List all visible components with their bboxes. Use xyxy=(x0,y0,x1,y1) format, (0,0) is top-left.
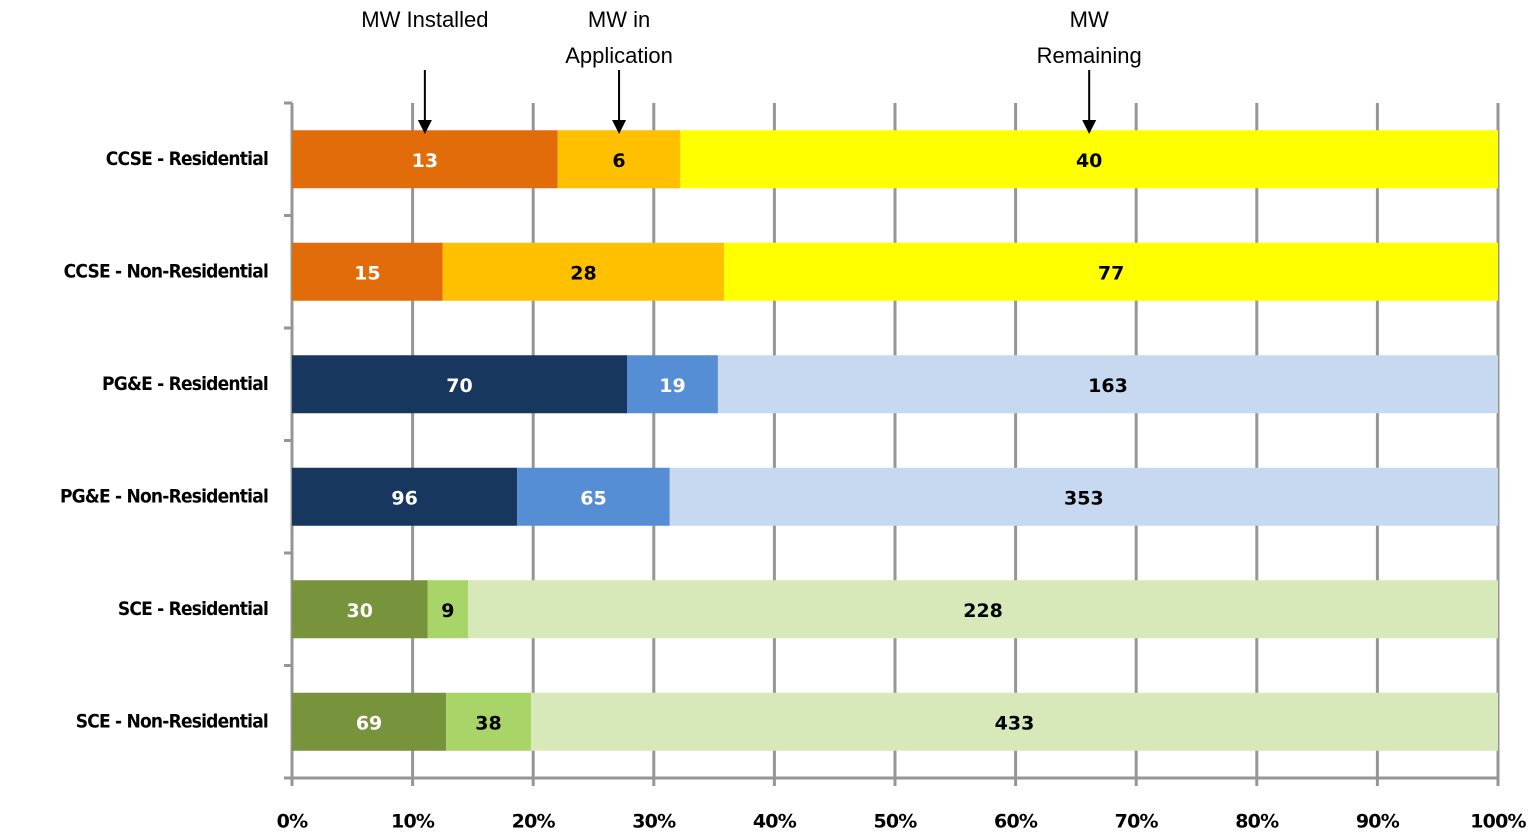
x-tick-label: 90% xyxy=(1356,811,1400,833)
legend-label: MW in Application xyxy=(565,7,673,68)
legend-label: MW Installed xyxy=(361,7,489,32)
bar-segment xyxy=(724,242,1498,301)
x-tick-label: 30% xyxy=(632,811,676,833)
bar-segment xyxy=(292,130,558,189)
value-label: 9 xyxy=(441,600,454,622)
bar-segment xyxy=(292,692,447,751)
value-label: 40 xyxy=(1076,150,1102,172)
x-tick-label: 20% xyxy=(512,811,556,833)
x-tick-label: 100% xyxy=(1470,811,1526,833)
value-label: 96 xyxy=(391,487,417,509)
bar-segment xyxy=(669,467,1498,526)
x-tick-label: 40% xyxy=(753,811,797,833)
bar-segment xyxy=(530,692,1498,751)
bar-segment xyxy=(292,580,428,639)
bar-segment xyxy=(468,580,1498,639)
value-label: 6 xyxy=(612,150,625,172)
category-label: CCSE - Residential xyxy=(106,148,268,170)
bar-segment xyxy=(557,130,681,189)
value-label: 38 xyxy=(475,712,501,734)
category-label: PG&E - Non-Residential xyxy=(60,485,268,507)
x-tick-label: 70% xyxy=(1115,811,1159,833)
bar-segment xyxy=(680,130,1498,189)
x-tick-label: 50% xyxy=(873,811,917,833)
x-tick-label: 0% xyxy=(277,811,308,833)
category-label: SCE - Non-Residential xyxy=(76,710,268,732)
bar-segment xyxy=(627,355,718,414)
value-label: 69 xyxy=(356,712,382,734)
value-label: 228 xyxy=(963,600,1003,622)
value-label: 13 xyxy=(412,150,438,172)
x-tick-label: 60% xyxy=(994,811,1038,833)
bar-segment xyxy=(292,467,518,526)
value-label: 65 xyxy=(580,487,606,509)
bar-segment xyxy=(517,467,670,526)
arrow-head xyxy=(612,120,627,134)
value-label: 15 xyxy=(354,262,380,284)
category-label: SCE - Residential xyxy=(118,598,268,620)
value-label: 28 xyxy=(570,262,596,284)
bar-segment xyxy=(292,242,443,301)
x-tick-label: 80% xyxy=(1235,811,1279,833)
bar-segment xyxy=(442,242,725,301)
arrow-head xyxy=(417,120,432,134)
bar-segment xyxy=(427,580,469,639)
category-label: PG&E - Residential xyxy=(102,373,268,395)
arrow-head xyxy=(1082,120,1097,134)
bar-segment xyxy=(292,355,627,414)
value-label: 353 xyxy=(1064,487,1104,509)
value-label: 19 xyxy=(659,375,685,397)
x-tick-label: 10% xyxy=(391,811,435,833)
legend-label: MW Remaining xyxy=(1036,7,1142,68)
bar-segment xyxy=(446,692,531,751)
bar-segment xyxy=(717,355,1498,414)
value-label: 77 xyxy=(1098,262,1124,284)
value-label: 70 xyxy=(446,375,472,397)
value-label: 30 xyxy=(347,600,373,622)
category-label: CCSE - Non-Residential xyxy=(64,260,268,282)
value-label: 163 xyxy=(1088,375,1128,397)
value-label: 433 xyxy=(995,712,1035,734)
